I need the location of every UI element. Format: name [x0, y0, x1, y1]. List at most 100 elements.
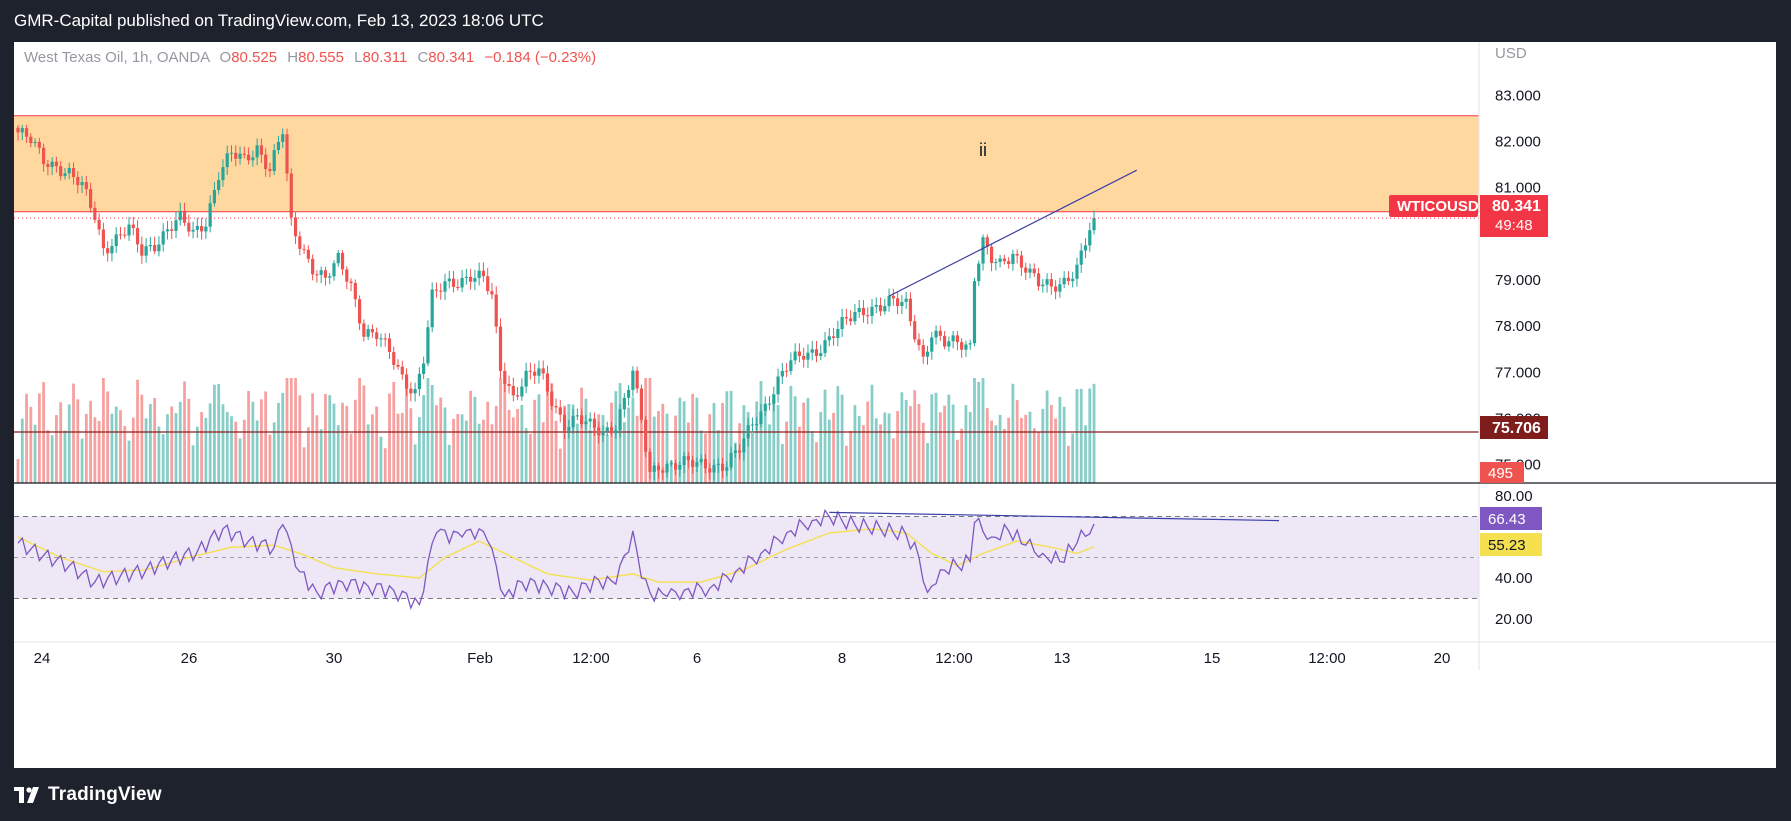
candle-body: [750, 424, 755, 426]
volume-bar: [486, 401, 490, 483]
candle-body: [797, 351, 802, 356]
candle-body: [1083, 245, 1088, 251]
candle-body: [904, 298, 908, 302]
candle-body: [1036, 273, 1041, 287]
time-axis[interactable]: 24 26 30 Feb 12:00 6 8 12:00 13 15 12:00 20: [34, 650, 1451, 667]
chart-svg[interactable]: West Texas Oil, 1h, OANDA O80.525 H80.55…: [14, 42, 1776, 768]
volume-bar: [119, 410, 122, 483]
volume-bar: [627, 407, 631, 483]
volume-bar: [815, 442, 818, 483]
candle-body: [229, 152, 234, 154]
candle-body: [50, 161, 54, 167]
volume-bar: [575, 423, 579, 483]
candle-body: [981, 237, 985, 264]
candle-body: [836, 329, 840, 338]
volume-bar: [964, 405, 968, 483]
volume-bar: [554, 420, 558, 483]
candle-body: [93, 207, 97, 220]
volume-bar: [755, 401, 759, 483]
volume-bar: [887, 413, 891, 483]
volume-bar: [524, 428, 528, 483]
chart-panel[interactable]: West Texas Oil, 1h, OANDA O80.525 H80.55…: [14, 42, 1776, 768]
candle-body: [153, 245, 157, 252]
volume-bar: [366, 424, 370, 483]
volume-bar: [289, 378, 293, 483]
candle-body: [891, 295, 895, 299]
candle-body: [182, 211, 187, 223]
volume-bar: [661, 403, 665, 483]
volume-bar: [956, 439, 959, 483]
volume-bar: [482, 419, 485, 483]
candle-body: [977, 263, 981, 282]
time-tick-label: 12:00: [935, 650, 973, 667]
volume-bar: [494, 405, 498, 483]
candle-body: [315, 274, 319, 276]
candle-body: [712, 464, 716, 473]
volume-bar: [1020, 417, 1023, 483]
overlay-layer: [14, 169, 1479, 297]
candle-body: [947, 341, 951, 347]
volume-bar: [426, 378, 430, 483]
candle-body: [942, 335, 947, 347]
volume-bar: [891, 438, 895, 483]
candle-body: [392, 352, 396, 365]
candle-body: [601, 431, 605, 436]
candle-body: [54, 161, 59, 167]
volume-bar: [1007, 417, 1011, 483]
volume-bar: [678, 397, 682, 483]
volume-bar: [234, 421, 238, 483]
candle-body: [67, 168, 71, 174]
candle-body: [742, 438, 746, 453]
candle-body: [874, 305, 878, 307]
candle-body: [985, 237, 989, 247]
volume-bar: [746, 412, 750, 483]
candle-body: [306, 249, 310, 259]
candle-body: [204, 226, 208, 232]
time-tick-label: Feb: [467, 650, 493, 667]
volume-bar: [230, 416, 233, 483]
rsi-axis[interactable]: 80.00 40.00 20.00: [1495, 488, 1533, 628]
candle-body: [703, 459, 708, 469]
volume-bar: [712, 402, 716, 483]
candle-body: [682, 456, 686, 466]
candle-body: [161, 231, 165, 245]
candle-body: [614, 430, 618, 434]
volume-bar: [473, 396, 477, 483]
candle-body: [494, 294, 498, 327]
candle-body: [776, 376, 780, 395]
candle-body: [212, 189, 217, 204]
candle-body: [584, 421, 588, 425]
price-tick-label: 81.000: [1495, 180, 1541, 197]
candle-body: [174, 220, 178, 231]
price-axis[interactable]: USD 83.000 82.000 81.000 79.000 78.000 77.000…: [1495, 45, 1541, 474]
volume-bar: [255, 420, 259, 483]
volume-bar: [921, 422, 925, 483]
volume-bar: [153, 398, 157, 483]
volume-layer: [16, 378, 1096, 483]
volume-bar: [529, 433, 532, 483]
candle-body: [755, 424, 759, 426]
volume-bar: [550, 383, 554, 483]
candle-body: [1041, 284, 1045, 287]
candle-body: [1079, 250, 1083, 265]
volume-bar: [76, 399, 80, 483]
candle-body: [661, 470, 665, 473]
volume-bar: [849, 430, 853, 483]
volume-bar: [332, 403, 336, 483]
rsi-tick-label: 80.00: [1495, 488, 1533, 505]
candle-body: [426, 327, 430, 364]
candle-body: [686, 456, 690, 461]
candle-body: [242, 153, 246, 155]
candle-body: [225, 153, 229, 168]
rsi-ma-value-label: 55.23: [1488, 537, 1526, 554]
legend-line: West Texas Oil, 1h, OANDA O80.525 H80.55…: [24, 49, 596, 66]
volume-bar: [1088, 388, 1092, 483]
volume-bar: [985, 408, 989, 483]
volume-bar: [708, 414, 712, 483]
candle-body: [234, 152, 238, 159]
candle-body: [925, 351, 930, 357]
legend-open: 80.525: [231, 49, 277, 66]
candle-body: [460, 277, 464, 288]
candle-body: [268, 169, 272, 172]
volume-bar: [546, 387, 549, 483]
